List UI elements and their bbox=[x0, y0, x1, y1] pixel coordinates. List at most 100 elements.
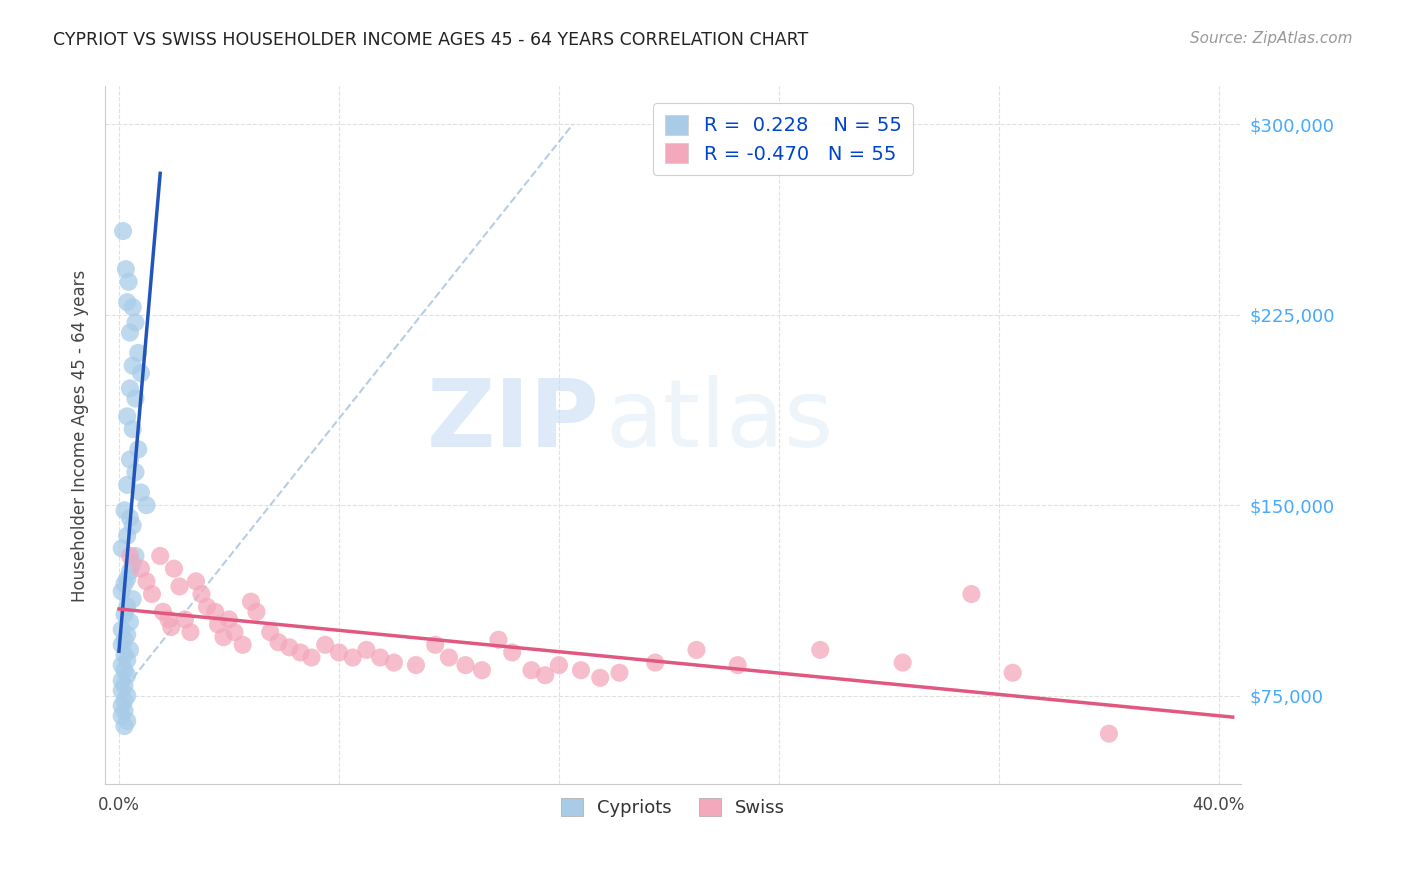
Point bbox=[169, 579, 191, 593]
Point bbox=[115, 689, 138, 703]
Point bbox=[115, 295, 138, 310]
Point bbox=[114, 678, 136, 692]
Point bbox=[114, 693, 136, 707]
Point bbox=[114, 704, 136, 718]
Point bbox=[114, 607, 136, 622]
Point bbox=[114, 719, 136, 733]
Point bbox=[124, 392, 146, 406]
Point bbox=[118, 643, 141, 657]
Point bbox=[111, 638, 134, 652]
Point bbox=[121, 592, 143, 607]
Point bbox=[190, 587, 212, 601]
Point bbox=[112, 224, 135, 238]
Point bbox=[212, 630, 235, 644]
Point bbox=[118, 615, 141, 629]
Point bbox=[382, 656, 405, 670]
Point bbox=[290, 645, 312, 659]
Point bbox=[115, 529, 138, 543]
Point bbox=[111, 623, 134, 637]
Point bbox=[152, 605, 174, 619]
Point bbox=[111, 673, 134, 688]
Point bbox=[184, 574, 207, 589]
Point bbox=[121, 557, 143, 571]
Point bbox=[118, 511, 141, 525]
Point bbox=[117, 275, 139, 289]
Point bbox=[111, 658, 134, 673]
Point bbox=[115, 653, 138, 667]
Point bbox=[114, 632, 136, 647]
Point bbox=[121, 300, 143, 314]
Point bbox=[548, 658, 571, 673]
Point bbox=[115, 599, 138, 614]
Point bbox=[129, 366, 152, 380]
Point bbox=[135, 574, 157, 589]
Point bbox=[368, 650, 391, 665]
Point bbox=[960, 587, 983, 601]
Point bbox=[115, 478, 138, 492]
Point bbox=[1001, 665, 1024, 680]
Point bbox=[644, 656, 666, 670]
Point bbox=[356, 643, 378, 657]
Point bbox=[129, 562, 152, 576]
Point bbox=[114, 262, 136, 277]
Text: atlas: atlas bbox=[605, 376, 834, 467]
Point bbox=[129, 485, 152, 500]
Point bbox=[207, 617, 229, 632]
Point bbox=[218, 612, 240, 626]
Point bbox=[121, 422, 143, 436]
Point bbox=[115, 628, 138, 642]
Point bbox=[127, 442, 149, 457]
Point bbox=[124, 315, 146, 329]
Point bbox=[342, 650, 364, 665]
Point bbox=[520, 663, 543, 677]
Point bbox=[114, 503, 136, 517]
Point bbox=[149, 549, 172, 563]
Point bbox=[232, 638, 254, 652]
Point bbox=[239, 595, 262, 609]
Point bbox=[163, 562, 186, 576]
Point bbox=[111, 683, 134, 698]
Point bbox=[405, 658, 427, 673]
Text: ZIP: ZIP bbox=[426, 376, 599, 467]
Point bbox=[685, 643, 707, 657]
Point bbox=[267, 635, 290, 649]
Point bbox=[454, 658, 477, 673]
Point bbox=[118, 564, 141, 578]
Point bbox=[121, 518, 143, 533]
Point bbox=[609, 665, 631, 680]
Point bbox=[115, 668, 138, 682]
Point bbox=[111, 698, 134, 713]
Point bbox=[124, 465, 146, 479]
Point bbox=[278, 640, 301, 655]
Point bbox=[501, 645, 523, 659]
Point bbox=[118, 381, 141, 395]
Point bbox=[314, 638, 336, 652]
Point bbox=[118, 326, 141, 340]
Point bbox=[111, 541, 134, 556]
Point bbox=[301, 650, 323, 665]
Point bbox=[1098, 726, 1121, 740]
Point bbox=[328, 645, 350, 659]
Point bbox=[488, 632, 510, 647]
Point bbox=[121, 359, 143, 373]
Point bbox=[111, 584, 134, 599]
Point bbox=[141, 587, 163, 601]
Point bbox=[114, 663, 136, 677]
Point bbox=[224, 625, 246, 640]
Point bbox=[534, 668, 557, 682]
Point bbox=[111, 709, 134, 723]
Point bbox=[437, 650, 460, 665]
Point bbox=[115, 714, 138, 728]
Point bbox=[471, 663, 494, 677]
Point bbox=[160, 620, 183, 634]
Point bbox=[179, 625, 201, 640]
Point bbox=[569, 663, 592, 677]
Y-axis label: Householder Income Ages 45 - 64 years: Householder Income Ages 45 - 64 years bbox=[72, 269, 89, 601]
Point bbox=[589, 671, 612, 685]
Point bbox=[135, 498, 157, 512]
Point bbox=[118, 549, 141, 563]
Point bbox=[259, 625, 281, 640]
Point bbox=[245, 605, 267, 619]
Point bbox=[118, 452, 141, 467]
Point bbox=[115, 409, 138, 424]
